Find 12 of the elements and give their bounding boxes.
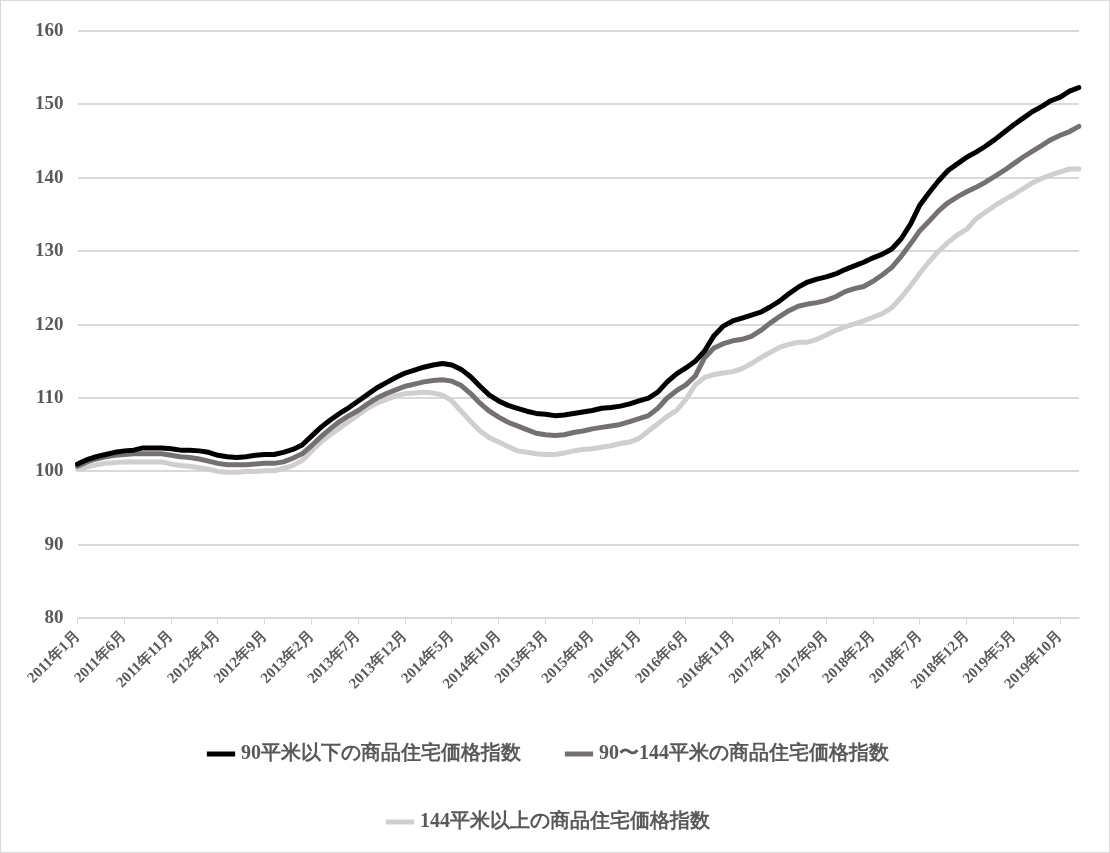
legend-label: 144平米以上の商品住宅価格指数 — [420, 809, 711, 832]
legend-label: 90〜144平米の商品住宅価格指数 — [599, 741, 890, 764]
y-tick-label: 80 — [44, 606, 64, 628]
y-tick-label: 140 — [35, 165, 64, 187]
y-tick-label: 120 — [35, 312, 64, 334]
y-tick-label: 100 — [35, 459, 64, 481]
y-tick-label: 110 — [36, 385, 64, 407]
y-tick-label: 160 — [35, 18, 64, 40]
legend-label: 90平米以下の商品住宅価格指数 — [241, 741, 522, 764]
y-tick-label: 130 — [35, 239, 64, 261]
y-tick-label: 150 — [35, 92, 64, 114]
y-tick-label: 90 — [44, 532, 64, 554]
